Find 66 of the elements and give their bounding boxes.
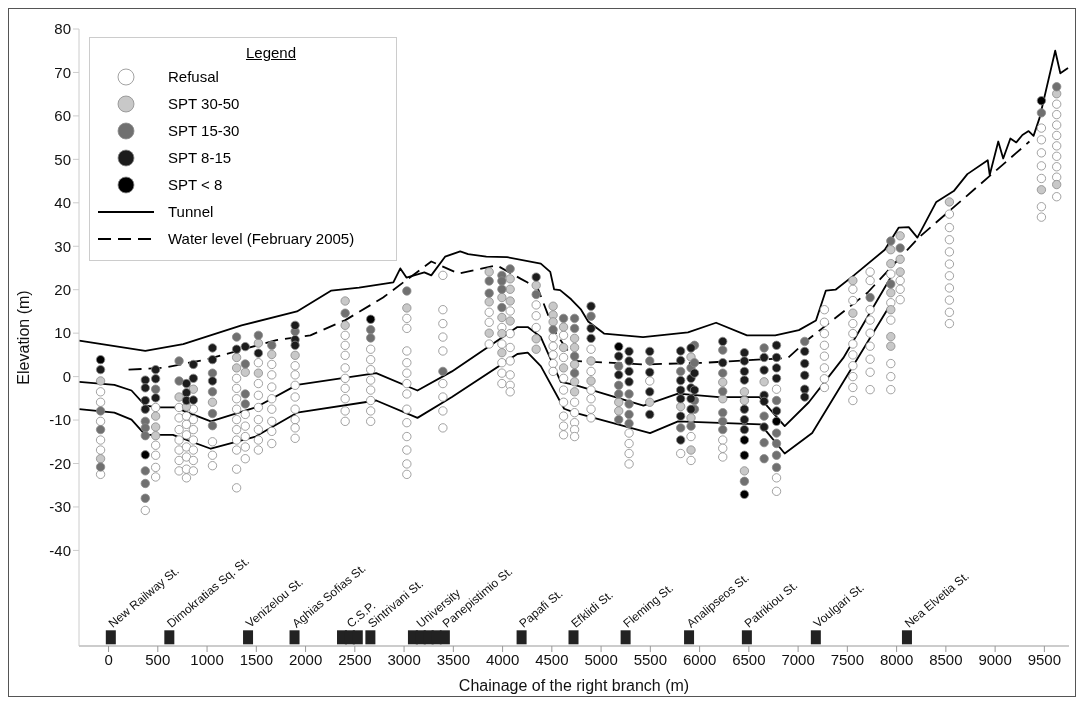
- legend-label: SPT 8-15: [168, 149, 232, 166]
- x-tick-label: 7500: [830, 650, 865, 668]
- point: [366, 314, 376, 324]
- legend-label: SPT 30-50: [168, 95, 240, 112]
- point: [568, 630, 579, 645]
- y-tick-label: 10: [54, 324, 71, 342]
- y-tick-label: 20: [54, 281, 71, 299]
- y-tick-label: -20: [49, 454, 71, 472]
- point: [516, 630, 527, 645]
- point: [352, 630, 363, 645]
- point: [140, 450, 150, 460]
- y-tick-label: 30: [54, 237, 71, 255]
- y-tick-label: 40: [54, 194, 71, 212]
- point: [289, 630, 300, 645]
- point: [739, 450, 750, 460]
- y-tick-label: -10: [49, 411, 71, 429]
- y-tick-label: 80: [54, 20, 71, 38]
- point: [365, 630, 376, 645]
- x-tick-label: 2500: [338, 650, 372, 668]
- x-tick-label: 500: [145, 650, 171, 668]
- x-tick-label: 8000: [879, 650, 914, 668]
- x-tick-label: 7000: [781, 650, 815, 668]
- y-tick-label: -40: [49, 541, 71, 559]
- x-tick-label: 3500: [436, 650, 471, 668]
- point: [620, 630, 631, 645]
- x-tick-label: 2000: [288, 650, 323, 668]
- point: [1036, 96, 1047, 106]
- point: [901, 630, 912, 645]
- x-tick-label: 9500: [1027, 650, 1062, 668]
- point: [439, 630, 450, 645]
- point: [741, 630, 752, 645]
- point: [684, 630, 695, 645]
- x-tick-label: 0: [104, 650, 113, 668]
- x-tick-label: 3000: [387, 650, 421, 668]
- point: [243, 630, 254, 645]
- y-tick-label: 60: [54, 107, 71, 125]
- x-tick-label: 5000: [584, 650, 618, 668]
- y-axis-title: Elevation (m): [14, 290, 32, 385]
- y-tick-label: -30: [49, 498, 71, 516]
- x-tick-label: 9000: [978, 650, 1012, 668]
- point: [164, 630, 175, 645]
- y-tick-label: 0: [62, 367, 71, 385]
- legend-label: SPT < 8: [168, 176, 223, 193]
- x-tick-label: 4500: [535, 650, 569, 668]
- x-tick-label: 6500: [732, 650, 766, 668]
- point: [739, 435, 750, 445]
- legend-label: SPT 15-30: [168, 122, 240, 139]
- point: [771, 416, 782, 426]
- legend-title: Legend: [244, 44, 298, 61]
- x-tick-label: 1000: [190, 650, 224, 668]
- y-tick-label: 70: [54, 63, 71, 81]
- point: [105, 630, 116, 645]
- x-tick-label: 5500: [633, 650, 668, 668]
- point: [95, 355, 106, 365]
- point: [614, 342, 624, 352]
- x-tick-label: 6000: [682, 650, 717, 668]
- x-tick-label: 4000: [485, 650, 520, 668]
- x-tick-label: 8500: [929, 650, 963, 668]
- legend-label: Refusal: [168, 68, 219, 85]
- point: [739, 489, 750, 499]
- legend-label: Tunnel: [168, 203, 214, 220]
- x-tick-label: 1500: [239, 650, 273, 668]
- point: [810, 630, 821, 645]
- x-axis-title: Chainage of the right branch (m): [458, 677, 690, 694]
- y-tick-label: 50: [54, 150, 71, 168]
- legend-label: Water level (February 2005): [168, 230, 355, 247]
